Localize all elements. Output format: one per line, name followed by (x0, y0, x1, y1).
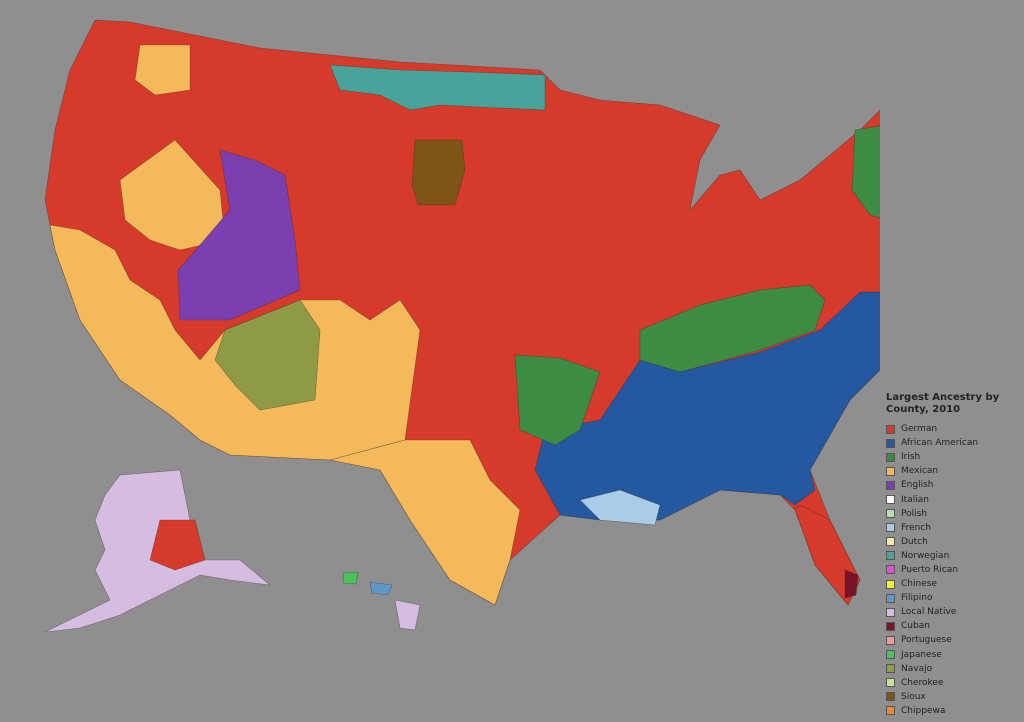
legend-swatch (886, 565, 895, 575)
legend-swatch (886, 537, 895, 547)
legend-label: French (901, 522, 931, 533)
region-irish-ozark (514, 354, 601, 446)
legend-label: Japanese (901, 649, 942, 660)
legend-label: African American (901, 438, 979, 449)
legend-item: Irish (886, 450, 1016, 464)
legend-swatch (886, 551, 895, 561)
legend-swatch (886, 579, 895, 589)
legend-label: Filipino (901, 593, 933, 604)
legend-item: Filipino (886, 591, 1016, 605)
legend-label: Puerto Rican (901, 564, 959, 575)
legend-label: Chippewa (901, 705, 946, 716)
legend-swatch (886, 424, 895, 434)
region-mexican-texas (329, 439, 521, 606)
legend-swatch (886, 621, 895, 631)
alaska-south (149, 519, 206, 571)
legend-label: Italian (901, 494, 929, 505)
region-french-louisiana (579, 489, 661, 526)
legend-label: Cherokee (901, 677, 944, 688)
legend-label: Norwegian (901, 550, 950, 561)
legend-label: Chinese (901, 579, 937, 590)
legend-swatch (886, 650, 895, 660)
legend-item: Polish (886, 507, 1016, 521)
legend-item: Chinese (886, 577, 1016, 591)
hawaii-kauai (342, 571, 359, 585)
legend-item: Mexican (886, 464, 1016, 478)
region-mexican-north (134, 44, 191, 96)
region-cuban (844, 569, 859, 599)
legend-swatch (886, 664, 895, 674)
region-florida (794, 504, 861, 606)
legend-swatch (886, 635, 895, 645)
region-english-utah (177, 149, 301, 321)
legend-swatch (886, 607, 895, 617)
legend-swatch (886, 706, 895, 716)
legend-swatch (886, 438, 895, 448)
hawaii-oahu (369, 581, 393, 596)
legend-swatch (886, 593, 895, 603)
legend-label: Sioux (901, 691, 926, 702)
region-norwegian (329, 64, 546, 111)
legend-swatch (886, 523, 895, 533)
hawaii-big (394, 599, 421, 631)
legend-item: Chippewa (886, 704, 1016, 718)
legend-label: Mexican (901, 466, 939, 477)
map (44, 19, 880, 633)
legend-swatch (886, 692, 895, 702)
legend-item: Portuguese (886, 633, 1016, 647)
legend-label: Local Native (901, 607, 957, 618)
legend-label: Navajo (901, 663, 933, 674)
legend-item: English (886, 478, 1016, 492)
legend-item: German (886, 422, 1016, 436)
legend-item: Cherokee (886, 676, 1016, 690)
legend-label: Portuguese (901, 635, 952, 646)
legend-swatch (886, 495, 895, 505)
legend-label: Irish (901, 452, 921, 463)
legend-item: Cuban (886, 619, 1016, 633)
legend-item: Dutch (886, 535, 1016, 549)
legend-swatch (886, 678, 895, 688)
region-irish-newengland (851, 125, 880, 219)
legend-label: Dutch (901, 536, 928, 547)
legend-item: Local Native (886, 605, 1016, 619)
legend-item: African American (886, 436, 1016, 450)
legend-label: English (901, 480, 934, 491)
region-navajo (214, 299, 321, 411)
legend-item: Italian (886, 492, 1016, 506)
legend-swatch (886, 452, 895, 462)
legend-item: Sioux (886, 690, 1016, 704)
legend-swatch (886, 480, 895, 490)
legend-item: Navajo (886, 662, 1016, 676)
legend-label: Cuban (901, 621, 930, 632)
legend-item: Japanese (886, 648, 1016, 662)
legend: Largest Ancestry by County, 2010 German A… (886, 392, 1016, 718)
legend-title: Largest Ancestry by County, 2010 (886, 392, 1000, 415)
legend-label: German (901, 424, 938, 435)
legend-item: Norwegian (886, 549, 1016, 563)
legend-item: Puerto Rican (886, 563, 1016, 577)
legend-swatch (886, 466, 895, 476)
legend-item: French (886, 521, 1016, 535)
region-sioux (411, 139, 466, 206)
legend-items: German African American Irish Mexican Englis… (886, 422, 1016, 718)
region-irish-appalachia (639, 284, 826, 373)
legend-label: Polish (901, 508, 928, 519)
legend-swatch (886, 509, 895, 519)
